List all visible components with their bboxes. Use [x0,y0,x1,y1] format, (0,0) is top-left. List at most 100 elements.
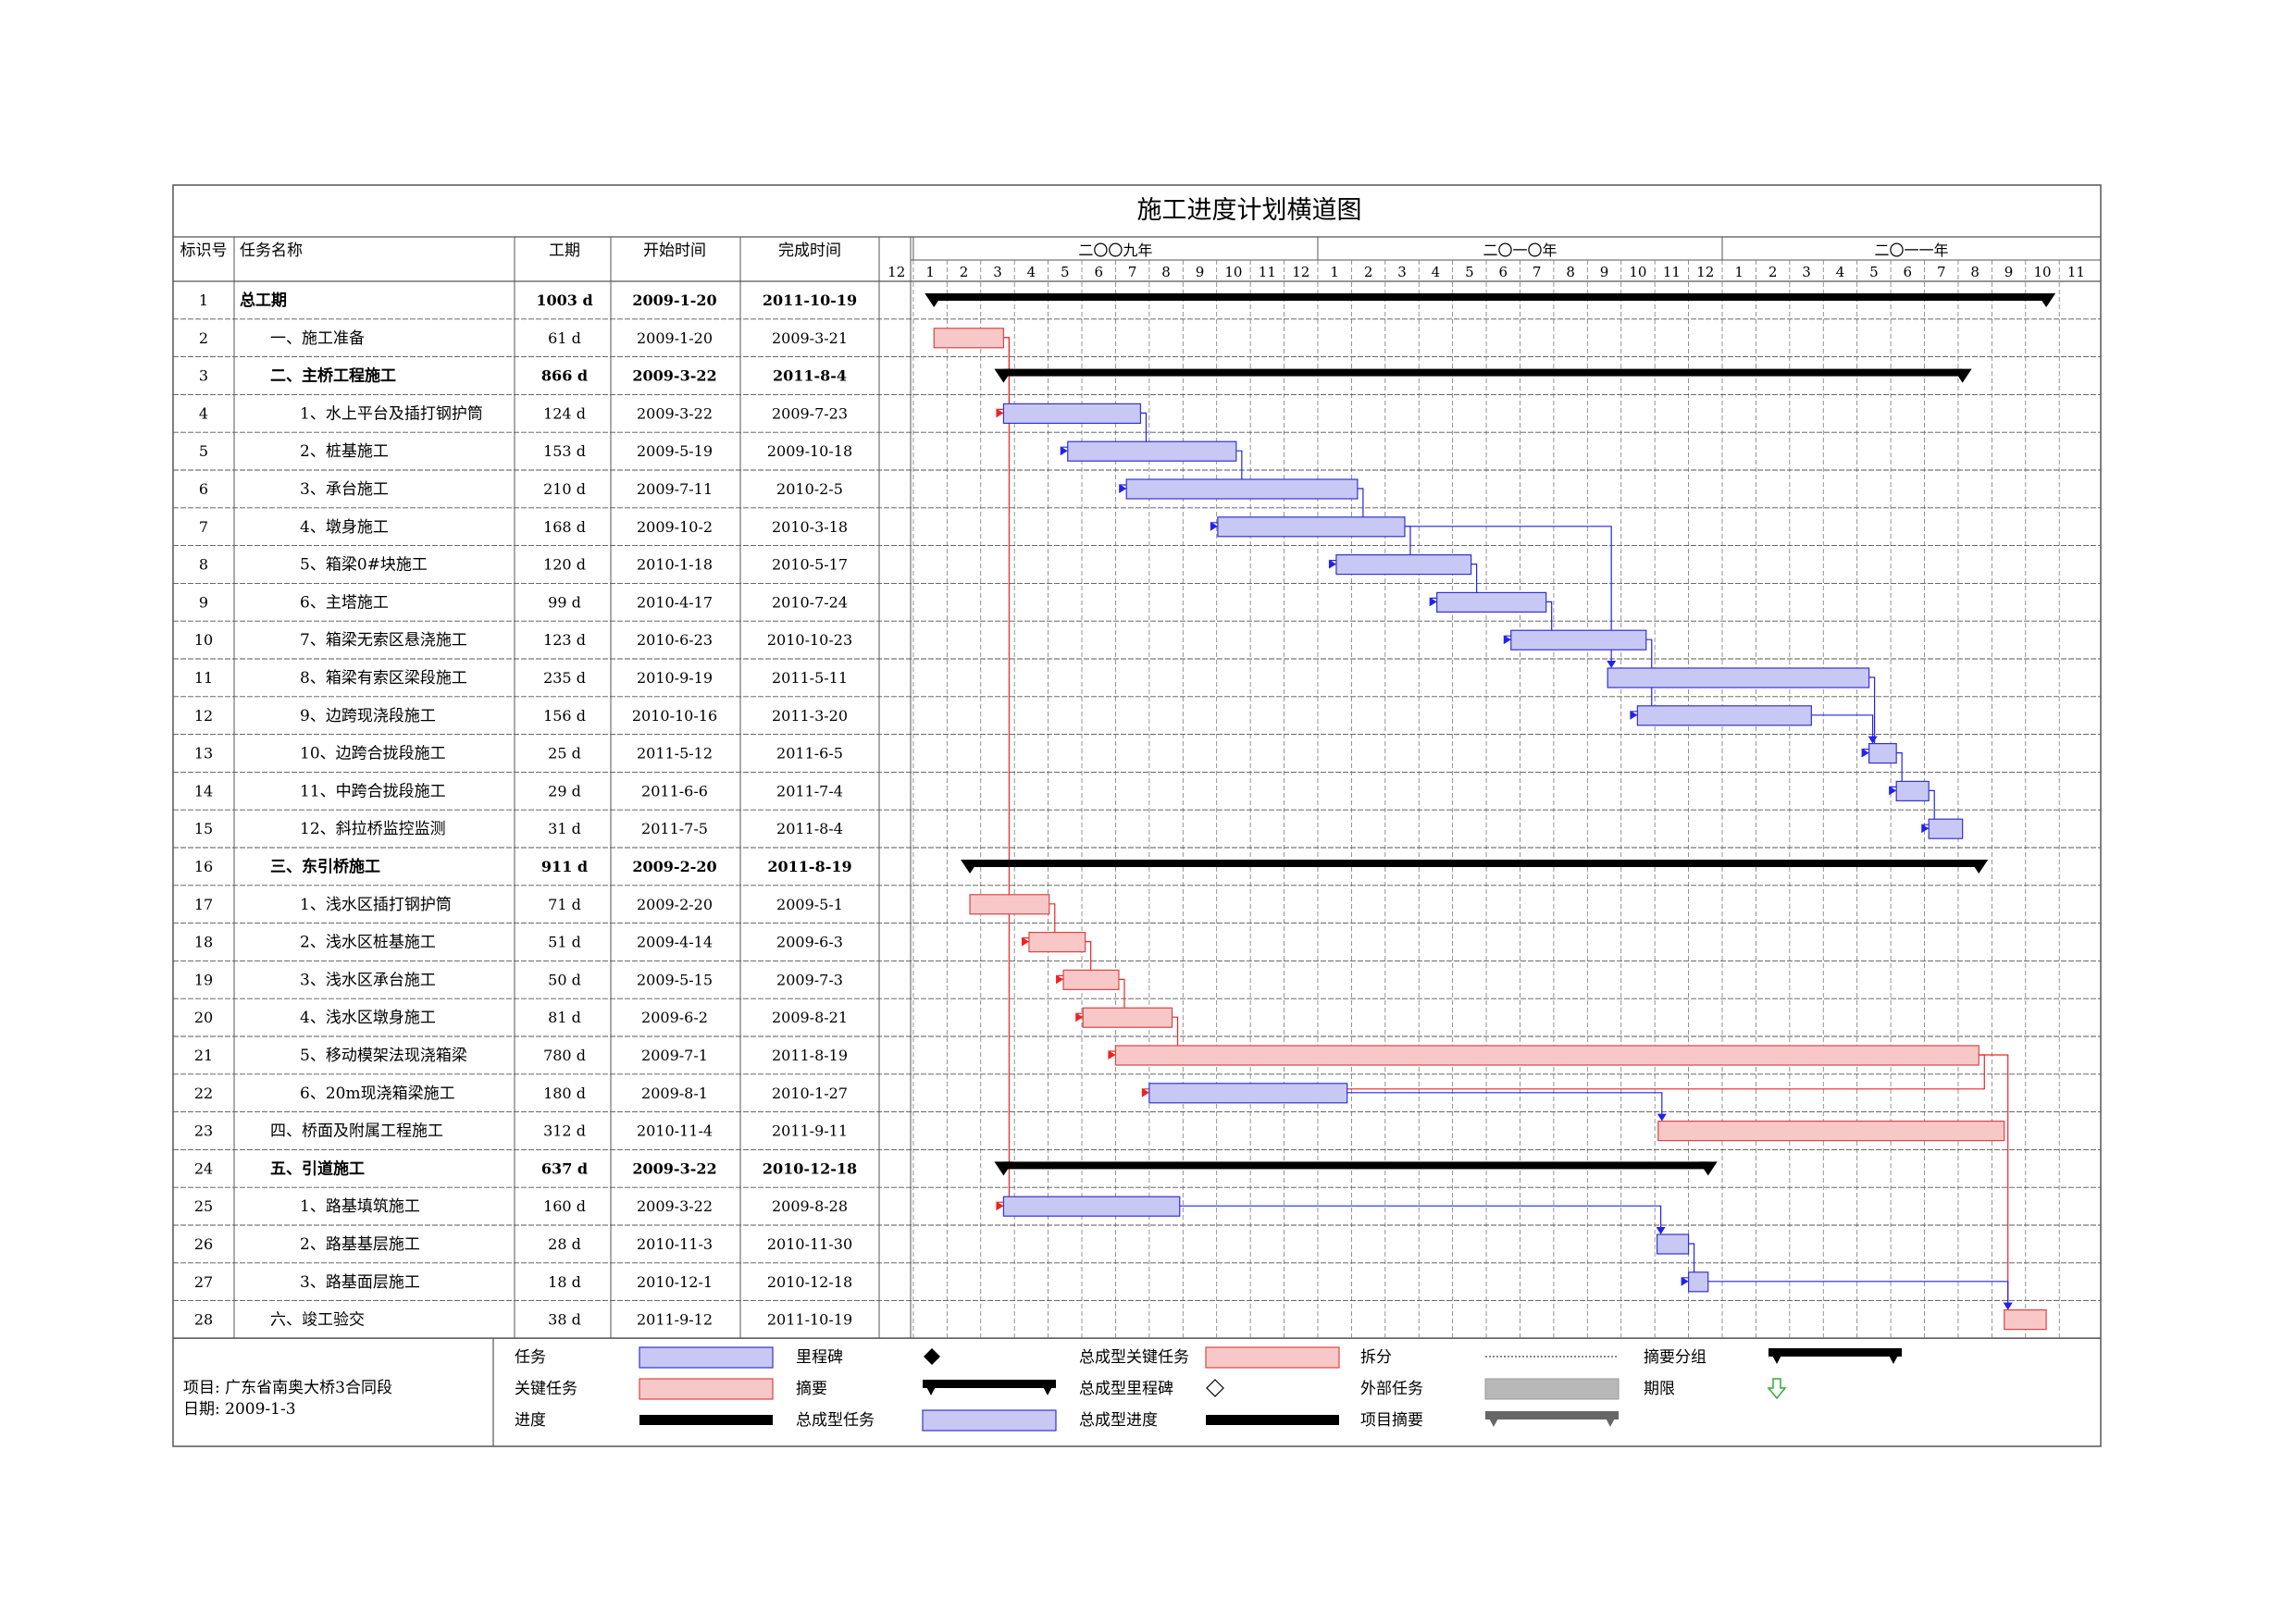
row-duration: 38 d [548,1311,581,1329]
month-label: 4 [1432,264,1441,280]
row-task-name: 1、水上平台及插打钢护筒 [300,404,483,423]
row-start: 2010-10-16 [632,707,717,725]
row-start: 2009-5-19 [637,442,713,460]
row-duration: 156 d [543,707,586,725]
legend-label: 总成型关键任务 [1079,1348,1189,1367]
row-id: 9 [199,593,208,611]
row-duration: 312 d [543,1122,586,1140]
summary-end-cap [1698,1161,1718,1176]
row-id: 19 [194,971,213,988]
critical-task-bar [1082,1007,1173,1028]
month-label: 3 [1802,264,1811,280]
row-start: 2009-7-1 [641,1047,708,1064]
month-label: 12 [1292,264,1309,280]
row-id: 25 [194,1197,213,1215]
row-finish: 2009-10-18 [767,442,852,460]
row-finish: 2009-3-21 [772,329,848,347]
column-header-start: 开始时间 [643,242,706,260]
row-start: 2010-1-18 [637,556,713,574]
row-id: 14 [194,782,213,800]
legend-label: 摘要分组 [1644,1348,1706,1367]
link-arrowhead [1657,1113,1667,1122]
summary-end-cap [1953,368,1972,383]
row-task-name: 3、浅水区承台施工 [300,971,436,989]
task-bar [1148,1083,1348,1104]
row-finish: 2011-8-19 [772,1047,848,1064]
row-id: 21 [194,1047,213,1064]
row-finish: 2009-8-28 [772,1197,848,1215]
row-duration: 71 d [548,896,581,913]
month-label: 11 [2067,264,2085,280]
month-label: 5 [1869,264,1879,280]
row-id: 11 [194,669,213,687]
row-task-name: 1、浅水区插打钢护筒 [300,896,452,914]
month-label: 7 [1937,264,1946,280]
row-id: 6 [199,480,208,498]
row-duration: 124 d [543,404,586,422]
month-label: 6 [1094,264,1103,280]
legend-label: 关键任务 [515,1380,577,1398]
row-start: 2010-11-3 [637,1235,713,1253]
legend-label: 总成型进度 [1079,1411,1158,1430]
row-id: 23 [194,1122,213,1140]
row-duration: 25 d [548,745,581,762]
link-arrowhead [1056,974,1064,985]
row-duration: 31 d [548,820,581,837]
row-id: 22 [194,1085,213,1102]
row-start: 2010-4-17 [637,593,713,611]
link-arrowhead [2003,1302,2013,1310]
row-start: 2011-9-12 [637,1311,713,1329]
row-duration: 168 d [543,518,586,536]
link-arrowhead [1861,748,1869,758]
row-task-name: 六、竣工验交 [270,1311,365,1330]
row-finish: 2011-6-5 [776,745,843,762]
row-duration: 50 d [548,971,581,988]
footer-date: 日期: 2009-1-3 [183,1400,296,1419]
row-id: 27 [194,1273,213,1291]
row-start: 2010-12-1 [637,1273,713,1291]
month-label: 12 [1696,264,1714,280]
month-label: 8 [1161,264,1171,280]
month-label: 1 [925,264,935,280]
row-duration: 99 d [548,593,581,611]
row-id: 5 [199,442,208,460]
link-arrowhead [1210,521,1218,531]
month-label: 2 [960,264,969,280]
dependency-link [1404,526,1612,666]
row-finish: 2010-12-18 [763,1159,857,1177]
row-start: 2009-2-20 [637,896,713,913]
row-start: 2009-3-22 [637,404,713,422]
row-start: 2010-6-23 [637,631,713,649]
row-id: 10 [194,631,213,649]
task-bar [1002,403,1142,424]
row-task-name: 4、墩身施工 [300,518,389,537]
row-task-name: 五、引道施工 [270,1159,365,1178]
deadline-arrow-icon [1767,1378,1787,1400]
row-start: 2009-4-14 [637,934,713,951]
row-duration: 160 d [543,1197,586,1215]
link-arrowhead [1889,786,1897,796]
row-id: 7 [199,518,208,536]
link-arrowhead [1021,936,1029,947]
month-label: 10 [1629,264,1646,280]
row-finish: 2010-3-18 [772,518,848,536]
row-finish: 2010-10-23 [767,631,852,649]
critical-task-bar [2004,1308,2047,1331]
summary-start-cap [925,293,944,307]
row-finish: 2010-11-30 [767,1235,852,1253]
link-arrowhead [1075,1012,1084,1023]
legend-swatch-external [1484,1378,1620,1400]
dependency-link [1811,714,1874,742]
link-arrowhead [1607,661,1617,668]
row-finish: 2011-5-11 [772,669,848,687]
legend-swatch-task [922,1409,1057,1432]
footer: 项目: 广东省南奥大桥3合同段 日期: 2009-1-3 [183,1379,392,1419]
task-bar [1868,742,1897,764]
row-finish: 2009-7-23 [772,404,848,422]
row-start: 2009-8-1 [641,1085,708,1102]
row-finish: 2011-8-4 [776,820,843,837]
critical-task-bar [1028,931,1086,953]
summary-start-cap [994,1161,1013,1176]
legend-swatch-summary-cap [923,1380,939,1395]
task-bar [1217,516,1406,538]
